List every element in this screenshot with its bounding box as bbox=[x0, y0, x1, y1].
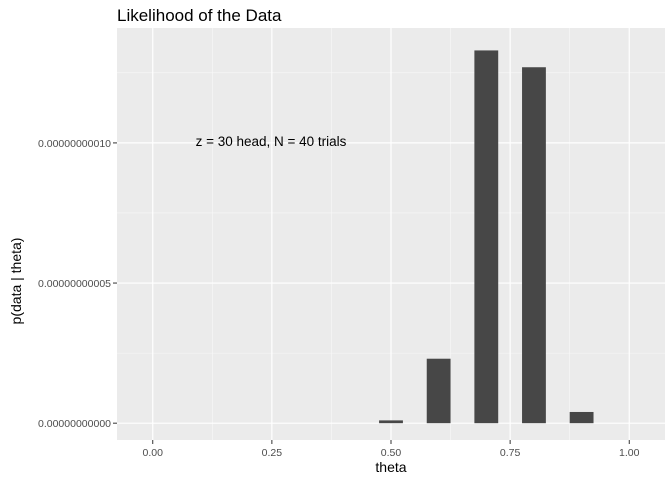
annotation-text: z = 30 head, N = 40 trials bbox=[196, 134, 347, 149]
x-tick-label: 1.00 bbox=[619, 447, 640, 459]
x-tick-label: 0.75 bbox=[500, 447, 521, 459]
x-tick-label: 0.00 bbox=[143, 447, 164, 459]
y-tick-label: 0.00000000000 bbox=[38, 418, 111, 430]
y-axis-ticks: 0.00000000000 0.00000000005 0.00000000010 bbox=[38, 138, 117, 430]
y-axis-label: p(data | theta) bbox=[8, 238, 24, 325]
bar bbox=[522, 67, 546, 424]
y-tick-label: 0.00000000005 bbox=[38, 278, 111, 290]
x-tick-label: 0.25 bbox=[262, 447, 283, 459]
y-tick-label: 0.00000000010 bbox=[38, 138, 111, 150]
x-axis-ticks: 0.00 0.25 0.50 0.75 1.00 bbox=[143, 440, 640, 459]
bar bbox=[569, 411, 594, 424]
bar bbox=[474, 50, 499, 424]
bar bbox=[426, 358, 451, 424]
chart-title: Likelihood of the Data bbox=[117, 6, 282, 25]
x-tick-label: 0.50 bbox=[381, 447, 402, 459]
bar bbox=[379, 420, 403, 424]
major-gridlines bbox=[117, 28, 665, 440]
bars bbox=[379, 50, 594, 424]
x-axis-label: theta bbox=[375, 459, 406, 475]
